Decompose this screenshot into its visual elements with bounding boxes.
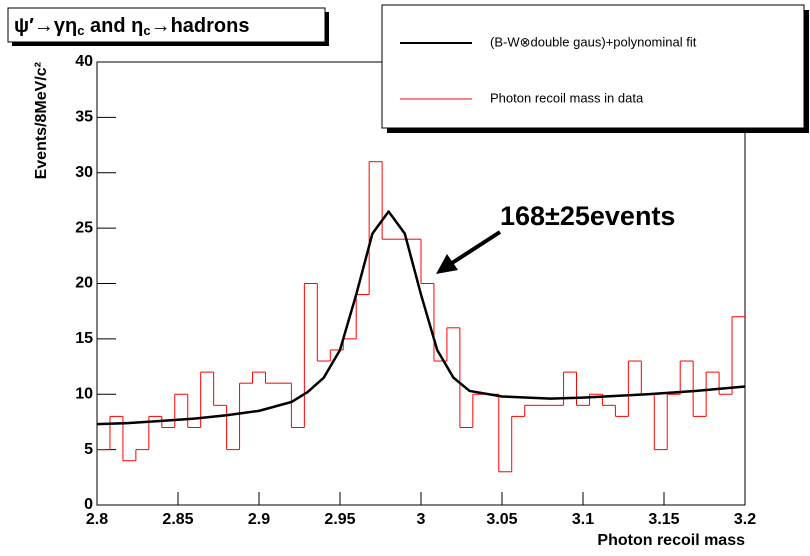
y-tick-label: 30: [75, 164, 93, 181]
x-tick-label: 3: [417, 511, 426, 528]
y-tick-label: 20: [75, 275, 93, 292]
y-tick-label: 10: [75, 385, 93, 402]
title-part: and η: [84, 15, 143, 37]
y-tick-label: 40: [75, 53, 93, 70]
x-tick-label: 2.95: [324, 511, 355, 528]
x-tick-label: 3.05: [486, 511, 517, 528]
x-axis-label: Photon recoil mass: [597, 532, 745, 549]
annotation-arrow: [450, 230, 502, 265]
title-part: →hadrons: [151, 15, 250, 37]
y-axis-label: Events/8MeV/c²: [33, 62, 50, 179]
annotation: 168±25events: [500, 201, 675, 231]
x-tick-label: 3.1: [572, 511, 594, 528]
legend-label: Photon recoil mass in data: [490, 90, 644, 105]
y-tick-label: 25: [75, 219, 93, 236]
y-tick-label: 15: [75, 330, 93, 347]
arrow-head: [436, 254, 458, 274]
x-tick-label: 2.85: [162, 511, 193, 528]
y-tick-label: 0: [84, 496, 93, 513]
y-tick-label: 5: [84, 441, 93, 458]
title-subscript: c: [77, 23, 84, 38]
x-tick-label: 3.15: [648, 511, 679, 528]
legend-label: (B-W⊗double gaus)+polynominal fit: [490, 34, 697, 49]
title-box: [7, 7, 326, 43]
fit-curve: [96, 210, 746, 426]
x-tick-label: 2.8: [86, 511, 108, 528]
legend: [381, 4, 805, 129]
x-tick-label: 2.9: [248, 511, 270, 528]
x-tick-label: 3.2: [734, 511, 756, 528]
title-subscript: c: [143, 23, 150, 38]
title-part: ψ′→γη: [14, 15, 77, 37]
y-tick-label: 35: [75, 109, 93, 126]
chart-title: ψ′→γηc and ηc→hadrons: [14, 15, 249, 38]
